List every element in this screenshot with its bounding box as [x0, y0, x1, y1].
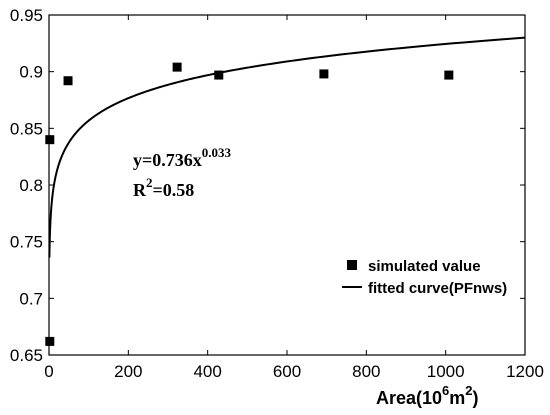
data-point [45, 336, 55, 346]
fit-equation: y=0.736x0.033 [133, 145, 232, 170]
data-point [444, 70, 454, 80]
data-point [319, 69, 329, 79]
x-tick-label: 800 [352, 362, 380, 381]
x-tick-label: 400 [193, 362, 221, 381]
x-tick-label: 200 [114, 362, 142, 381]
y-tick-label: 0.85 [10, 119, 43, 138]
x-tick-label: 1200 [506, 362, 544, 381]
y-tick-label: 0.65 [10, 346, 43, 365]
y-axis: 0.65 0.7 0.75 0.8 0.85 0.9 0.95 [10, 6, 525, 365]
y-tick-label: 0.75 [10, 233, 43, 252]
legend: simulated value fitted curve(PFnws) [342, 258, 507, 297]
data-point [172, 62, 182, 72]
y-tick-label: 0.7 [19, 289, 43, 308]
fitted-curve-line [48, 36, 526, 258]
x-axis-title: Area(106m2) [376, 383, 479, 408]
data-point [214, 70, 224, 80]
legend-label-simulated: simulated value [368, 258, 481, 275]
y-tick-label: 0.8 [19, 176, 43, 195]
x-tick-label: 0 [44, 362, 53, 381]
legend-marker-square [347, 260, 357, 270]
x-tick-label: 1000 [427, 362, 465, 381]
legend-label-fitted: fitted curve(PFnws) [368, 280, 507, 297]
data-point [45, 135, 55, 145]
x-axis: 0 200 400 600 800 1000 1200 [44, 15, 544, 381]
data-point [63, 76, 73, 86]
plot-frame [48, 14, 526, 356]
y-tick-label: 0.95 [10, 6, 43, 25]
x-tick-label: 600 [273, 362, 301, 381]
y-tick-label: 0.9 [19, 63, 43, 82]
r-squared-label: R2=0.58 [133, 175, 194, 200]
series-layer [45, 36, 526, 346]
